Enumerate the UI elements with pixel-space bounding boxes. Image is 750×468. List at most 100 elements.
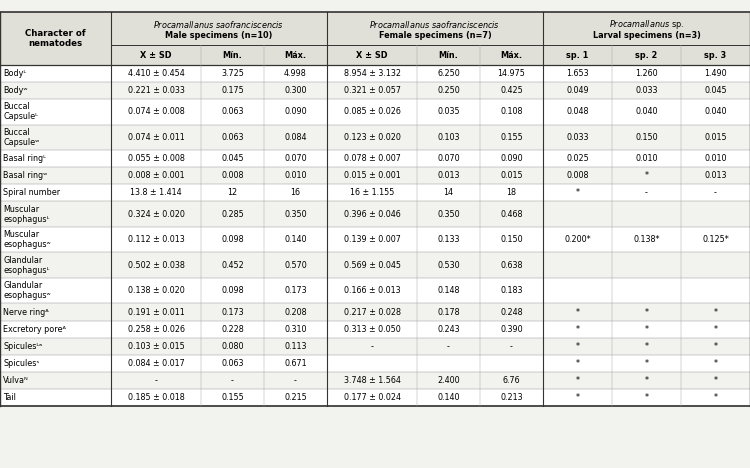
Text: 0.010: 0.010 — [635, 154, 658, 163]
Text: 12: 12 — [227, 189, 238, 197]
Text: 0.178: 0.178 — [437, 307, 460, 316]
Text: 2.400: 2.400 — [437, 376, 460, 385]
Text: 13.8 ± 1.414: 13.8 ± 1.414 — [130, 189, 182, 197]
Text: Male specimens (n=10): Male specimens (n=10) — [165, 31, 273, 40]
Text: Spiral number: Spiral number — [3, 189, 60, 197]
Text: -: - — [294, 376, 297, 385]
Text: 0.103 ± 0.015: 0.103 ± 0.015 — [128, 342, 184, 351]
Bar — [0, 150, 750, 167]
Text: 0.217 ± 0.028: 0.217 ± 0.028 — [344, 307, 400, 316]
Text: 0.139 ± 0.007: 0.139 ± 0.007 — [344, 235, 400, 244]
Text: *: * — [713, 325, 718, 334]
Text: 0.015 ± 0.001: 0.015 ± 0.001 — [344, 171, 400, 180]
Text: Basal ringʷ: Basal ringʷ — [3, 171, 47, 180]
Text: 0.045: 0.045 — [704, 86, 727, 95]
Text: 16 ± 1.155: 16 ± 1.155 — [350, 189, 394, 197]
Text: 0.133: 0.133 — [437, 235, 460, 244]
Text: *: * — [644, 307, 649, 316]
Text: 0.070: 0.070 — [437, 154, 460, 163]
Text: *: * — [575, 342, 580, 351]
Text: X ± SD: X ± SD — [356, 51, 388, 60]
Bar — [0, 303, 750, 321]
Text: 0.008 ± 0.001: 0.008 ± 0.001 — [128, 171, 184, 180]
Text: 4.410 ± 0.454: 4.410 ± 0.454 — [128, 69, 184, 78]
Text: Máx.: Máx. — [500, 51, 523, 60]
Text: *: * — [575, 325, 580, 334]
Text: 0.074 ± 0.008: 0.074 ± 0.008 — [128, 108, 184, 117]
Text: 0.250: 0.250 — [437, 86, 460, 95]
Text: 0.013: 0.013 — [704, 171, 727, 180]
Text: 0.063: 0.063 — [221, 359, 244, 368]
Text: 0.049: 0.049 — [566, 86, 589, 95]
Text: 0.248: 0.248 — [500, 307, 523, 316]
Text: 0.570: 0.570 — [284, 261, 307, 270]
Text: 0.502 ± 0.038: 0.502 ± 0.038 — [128, 261, 184, 270]
Text: Buccal
Capsuleᴸ: Buccal Capsuleᴸ — [3, 102, 38, 122]
Text: 0.452: 0.452 — [221, 261, 244, 270]
Bar — [0, 45, 750, 65]
Bar — [0, 252, 750, 278]
Text: *: * — [713, 376, 718, 385]
Text: 0.313 ± 0.050: 0.313 ± 0.050 — [344, 325, 400, 334]
Text: 0.173: 0.173 — [284, 286, 307, 295]
Text: Buccal
Capsuleʷ: Buccal Capsuleʷ — [3, 128, 39, 147]
Text: 4.998: 4.998 — [284, 69, 307, 78]
Bar — [0, 12, 750, 45]
Text: 0.530: 0.530 — [437, 261, 460, 270]
Text: 0.103: 0.103 — [437, 133, 460, 142]
Text: *: * — [575, 393, 580, 402]
Text: Excretory poreᴬ: Excretory poreᴬ — [3, 325, 66, 334]
Text: 0.080: 0.080 — [221, 342, 244, 351]
Text: Mín.: Mín. — [223, 51, 242, 60]
Text: *: * — [644, 342, 649, 351]
Text: 18: 18 — [506, 189, 517, 197]
Text: 0.148: 0.148 — [437, 286, 460, 295]
Text: sp. 2: sp. 2 — [635, 51, 658, 60]
Text: 1.490: 1.490 — [704, 69, 727, 78]
Text: 0.173: 0.173 — [221, 307, 244, 316]
Text: Basal ringᴸ: Basal ringᴸ — [3, 154, 46, 163]
Text: Female specimens (n=7): Female specimens (n=7) — [379, 31, 491, 40]
Text: *: * — [644, 359, 649, 368]
Text: 0.040: 0.040 — [635, 108, 658, 117]
Text: 0.123 ± 0.020: 0.123 ± 0.020 — [344, 133, 400, 142]
Text: 0.671: 0.671 — [284, 359, 307, 368]
Text: 0.350: 0.350 — [284, 210, 307, 219]
Text: 6.250: 6.250 — [437, 69, 460, 78]
Text: -: - — [154, 376, 158, 385]
Text: sp. 1: sp. 1 — [566, 51, 589, 60]
Bar — [0, 65, 750, 82]
Text: 0.285: 0.285 — [221, 210, 244, 219]
Text: *: * — [575, 189, 580, 197]
Text: Bodyʷ: Bodyʷ — [3, 86, 28, 95]
Text: 0.125*: 0.125* — [702, 235, 729, 244]
Bar — [0, 372, 750, 389]
Text: 0.310: 0.310 — [284, 325, 307, 334]
Text: 0.175: 0.175 — [221, 86, 244, 95]
Text: -: - — [714, 189, 717, 197]
Text: *: * — [575, 359, 580, 368]
Text: 0.040: 0.040 — [704, 108, 727, 117]
Text: 0.150: 0.150 — [635, 133, 658, 142]
Text: Larval specimens (n=3): Larval specimens (n=3) — [592, 31, 700, 40]
Bar — [0, 337, 750, 355]
Text: 0.084 ± 0.017: 0.084 ± 0.017 — [128, 359, 184, 368]
Text: 0.221 ± 0.033: 0.221 ± 0.033 — [128, 86, 184, 95]
Text: 1.653: 1.653 — [566, 69, 589, 78]
Text: $\it{Procamallanus}$ sp.: $\it{Procamallanus}$ sp. — [609, 18, 684, 31]
Text: $\it{Procamallanus}$ $\it{saofranciscencis}$: $\it{Procamallanus}$ $\it{saofranciscenc… — [154, 19, 284, 30]
Text: 0.166 ± 0.013: 0.166 ± 0.013 — [344, 286, 400, 295]
Text: 0.150: 0.150 — [500, 235, 523, 244]
Text: Bodyᴸ: Bodyᴸ — [3, 69, 26, 78]
Text: 1.260: 1.260 — [635, 69, 658, 78]
Text: $\it{Procamallanus}$ $\it{saofranciscencis}$: $\it{Procamallanus}$ $\it{saofranciscenc… — [370, 19, 500, 30]
Text: 0.098: 0.098 — [221, 235, 244, 244]
Text: 0.113: 0.113 — [284, 342, 307, 351]
Text: 0.084: 0.084 — [284, 133, 307, 142]
Bar — [0, 12, 750, 406]
Text: -: - — [510, 342, 513, 351]
Text: Máx.: Máx. — [284, 51, 307, 60]
Text: Muscular
esophagusʷ: Muscular esophagusʷ — [3, 230, 51, 249]
Text: 0.183: 0.183 — [500, 286, 523, 295]
Bar — [0, 82, 750, 99]
